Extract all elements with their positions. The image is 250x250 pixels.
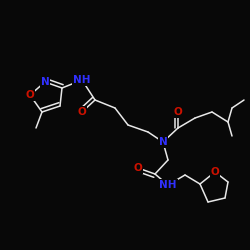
Text: O: O [174, 107, 182, 117]
Text: N: N [159, 137, 168, 147]
Text: O: O [134, 163, 142, 173]
Text: O: O [210, 167, 220, 177]
Text: N: N [40, 77, 50, 87]
Text: O: O [78, 107, 86, 117]
Text: O: O [26, 90, 34, 100]
Text: NH: NH [73, 75, 91, 85]
Text: NH: NH [159, 180, 177, 190]
